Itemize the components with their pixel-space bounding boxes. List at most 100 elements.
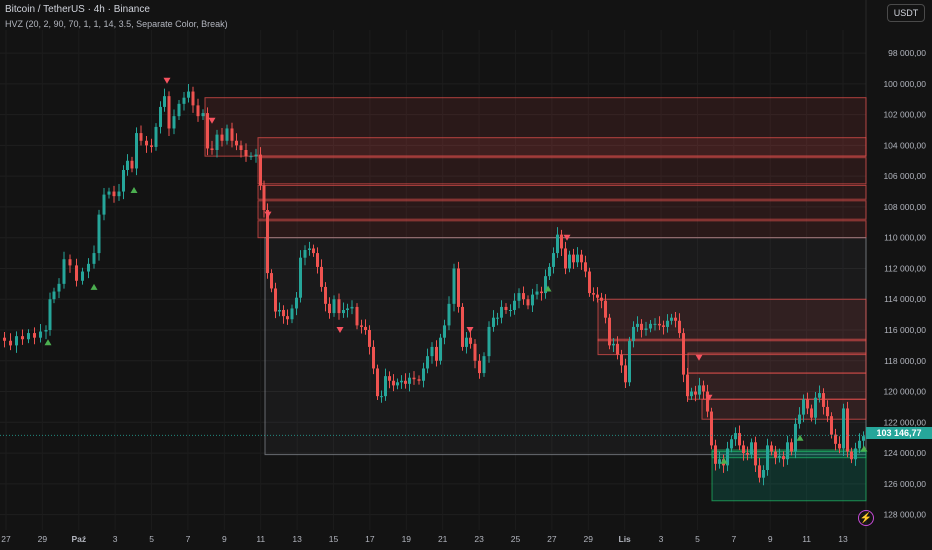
candle-body bbox=[778, 456, 781, 458]
time-axis-label: 25 bbox=[511, 534, 521, 544]
candle-body bbox=[215, 134, 219, 150]
candle-body bbox=[762, 470, 765, 478]
price-axis-label: 106 000,00 bbox=[883, 171, 926, 181]
candle-body bbox=[850, 451, 853, 460]
sell-signal-marker bbox=[336, 327, 344, 333]
candle-body bbox=[372, 346, 375, 369]
candle-body bbox=[658, 323, 661, 326]
candle-body bbox=[698, 385, 701, 395]
candle-body bbox=[3, 337, 6, 341]
candle-body bbox=[814, 397, 817, 418]
currency-button[interactable]: USDT bbox=[887, 4, 925, 22]
lightning-icon[interactable]: ⚡ bbox=[858, 510, 874, 526]
candle-body bbox=[794, 423, 797, 452]
candle-body bbox=[830, 416, 833, 435]
candle-body bbox=[68, 259, 72, 266]
candle-body bbox=[644, 328, 648, 330]
buy-signal-marker bbox=[130, 187, 138, 193]
candle-body bbox=[384, 376, 387, 397]
candle-body bbox=[337, 299, 341, 314]
candle-body bbox=[640, 323, 643, 330]
candle-body bbox=[531, 294, 534, 306]
candle-body bbox=[806, 399, 809, 409]
candle-body bbox=[62, 259, 66, 284]
candle-body bbox=[48, 299, 52, 330]
price-axis-label: 128 000,00 bbox=[883, 510, 926, 520]
price-axis-label: 104 000,00 bbox=[883, 140, 926, 150]
symbol-title: Bitcoin / TetherUS · 4h · Binance bbox=[5, 4, 150, 15]
candle-body bbox=[452, 268, 456, 304]
candle-body bbox=[286, 316, 289, 320]
candle-body bbox=[360, 325, 363, 327]
candle-body bbox=[576, 254, 579, 263]
price-axis-label: 116 000,00 bbox=[884, 325, 926, 335]
candle-body bbox=[75, 265, 78, 281]
candle-body bbox=[259, 154, 262, 186]
candle-body bbox=[308, 248, 311, 250]
candle-body bbox=[368, 330, 371, 347]
candle-body bbox=[730, 439, 733, 449]
candle-body bbox=[278, 310, 281, 312]
resistance-zone bbox=[257, 137, 867, 157]
candle-body bbox=[235, 140, 238, 146]
candle-body bbox=[726, 448, 729, 466]
resistance-zone bbox=[701, 398, 867, 420]
candle-body bbox=[435, 346, 438, 361]
candle-body bbox=[492, 317, 495, 327]
time-axis-label: 27 bbox=[1, 534, 11, 544]
time-axis-label: 7 bbox=[731, 534, 736, 544]
candle-body bbox=[846, 408, 849, 452]
candle-body bbox=[404, 380, 407, 384]
candle-body bbox=[802, 399, 805, 415]
time-axis-label: 11 bbox=[256, 534, 265, 544]
candle-body bbox=[182, 97, 186, 104]
candle-body bbox=[439, 337, 442, 361]
candle-body bbox=[400, 380, 403, 383]
candle-body bbox=[746, 453, 749, 455]
candle-body bbox=[552, 253, 555, 267]
candle-body bbox=[842, 408, 845, 449]
candle-body bbox=[457, 268, 460, 307]
candle-body bbox=[364, 326, 367, 330]
time-axis-label: 11 bbox=[802, 534, 811, 544]
candle-body bbox=[810, 408, 813, 418]
candle-body bbox=[798, 414, 801, 424]
time-axis-label: 27 bbox=[547, 534, 557, 544]
time-axis-label: 5 bbox=[149, 534, 154, 544]
buy-signal-marker bbox=[90, 283, 98, 290]
candle-body bbox=[738, 433, 741, 446]
time-axis-label: 19 bbox=[402, 534, 412, 544]
candle-body bbox=[167, 96, 171, 129]
time-axis-label: 3 bbox=[113, 534, 118, 544]
candle-body bbox=[535, 291, 539, 295]
indicator-legend[interactable]: HVZ (20, 2, 90, 70, 1, 1, 14, 3.5, Separ… bbox=[5, 19, 228, 29]
candle-body bbox=[266, 210, 269, 274]
candle-body bbox=[320, 266, 323, 287]
candle-body bbox=[290, 308, 294, 320]
candle-body bbox=[262, 185, 266, 210]
candle-body bbox=[632, 326, 635, 341]
resistance-zone bbox=[257, 184, 867, 200]
candle-body bbox=[426, 356, 429, 369]
candle-body bbox=[422, 368, 425, 381]
candle-body bbox=[324, 286, 327, 304]
buy-signal-marker bbox=[796, 434, 804, 441]
candle-body bbox=[858, 440, 861, 449]
candle-body bbox=[628, 340, 631, 383]
candle-body bbox=[220, 134, 224, 141]
candle-body bbox=[97, 214, 101, 254]
candle-body bbox=[187, 91, 190, 98]
time-axis-label: 29 bbox=[38, 534, 48, 544]
candle-body bbox=[818, 393, 821, 398]
time-axis-label: 23 bbox=[474, 534, 484, 544]
candle-body bbox=[465, 337, 468, 347]
candle-body bbox=[27, 333, 30, 340]
buy-signal-marker bbox=[720, 457, 728, 464]
candle-body bbox=[592, 293, 595, 295]
candle-body bbox=[584, 262, 587, 272]
candle-body bbox=[742, 445, 745, 454]
candle-body bbox=[588, 271, 591, 294]
candle-body bbox=[509, 310, 512, 311]
